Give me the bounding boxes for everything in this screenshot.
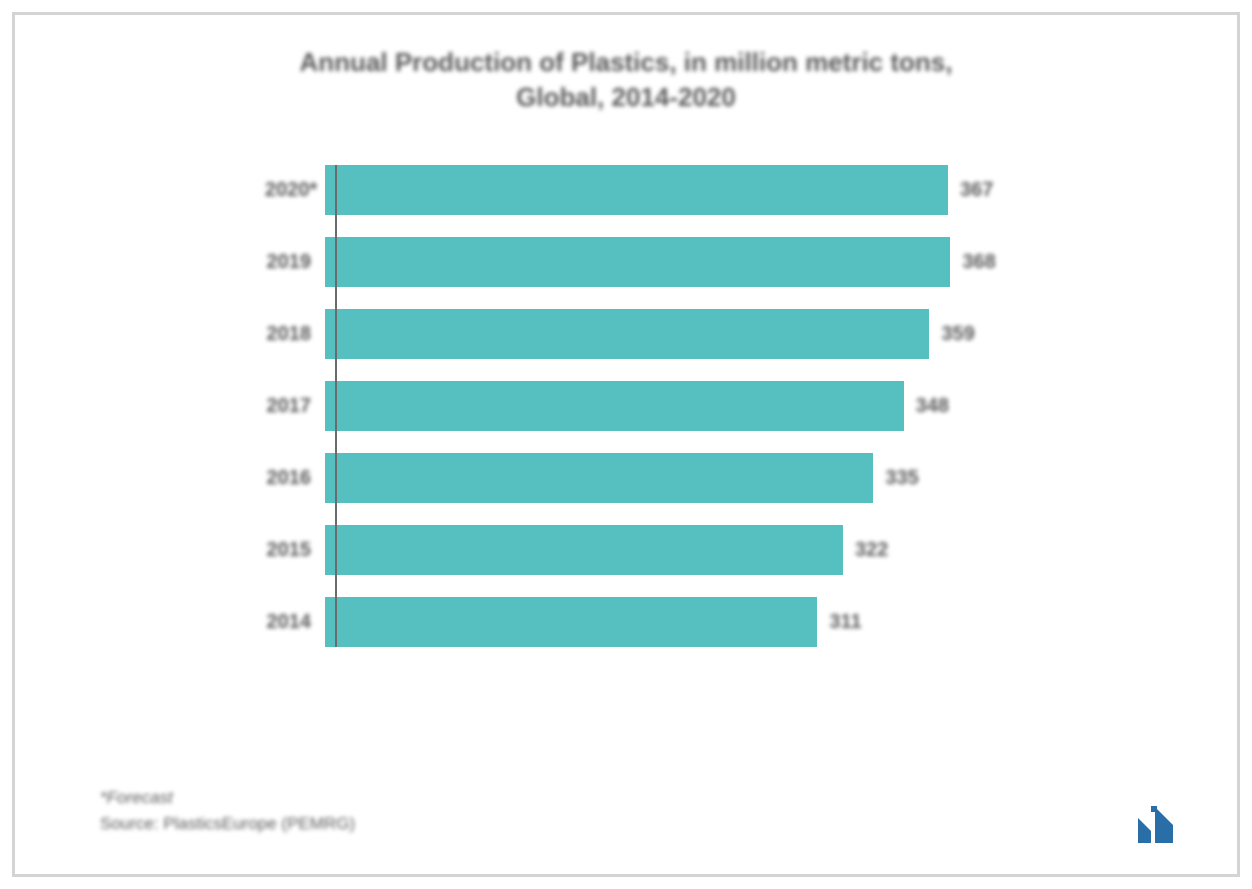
y-axis-label: 2016 [265, 467, 325, 490]
bar [325, 525, 843, 575]
bar [325, 453, 873, 503]
y-axis-label: 2020* [265, 179, 325, 202]
title-line-2: Global, 2014-2020 [516, 82, 736, 112]
bar [325, 597, 817, 647]
bar [325, 165, 948, 215]
bar-value-label: 367 [960, 179, 993, 202]
bar-value-label: 322 [855, 539, 888, 562]
bar-row: 2015 322 [265, 525, 1037, 575]
bar [325, 309, 929, 359]
bar-row: 2016 335 [265, 453, 1037, 503]
bar-row: 2017 348 [265, 381, 1037, 431]
bar-row: 2020* 367 [265, 165, 1037, 215]
bar-value-label: 359 [941, 323, 974, 346]
y-axis-label: 2014 [265, 611, 325, 634]
y-axis-label: 2017 [265, 395, 325, 418]
footnote-source: Source: PlasticsEurope (PEMRG) [100, 811, 355, 837]
bar-value-label: 335 [885, 467, 918, 490]
y-axis-line [335, 165, 337, 647]
bar-value-label: 368 [962, 251, 995, 274]
bar-row: 2018 359 [265, 309, 1037, 359]
bar-value-label: 348 [916, 395, 949, 418]
chart-title: Annual Production of Plastics, in millio… [75, 45, 1177, 115]
bar-row: 2019 368 [265, 237, 1037, 287]
bars-area: 2020* 367 2019 368 2018 359 2017 348 201… [75, 165, 1177, 647]
footnote-forecast: *Forecast [100, 785, 355, 811]
bar [325, 381, 904, 431]
brand-logo [1137, 804, 1199, 844]
bar-value-label: 311 [829, 611, 861, 634]
y-axis-label: 2018 [265, 323, 325, 346]
bar-row: 2014 311 [265, 597, 1037, 647]
footnote: *Forecast Source: PlasticsEurope (PEMRG) [100, 785, 355, 836]
y-axis-label: 2019 [265, 251, 325, 274]
chart-container: Annual Production of Plastics, in millio… [12, 12, 1240, 877]
y-axis-label: 2015 [265, 539, 325, 562]
title-line-1: Annual Production of Plastics, in millio… [300, 47, 953, 77]
bar [325, 237, 950, 287]
